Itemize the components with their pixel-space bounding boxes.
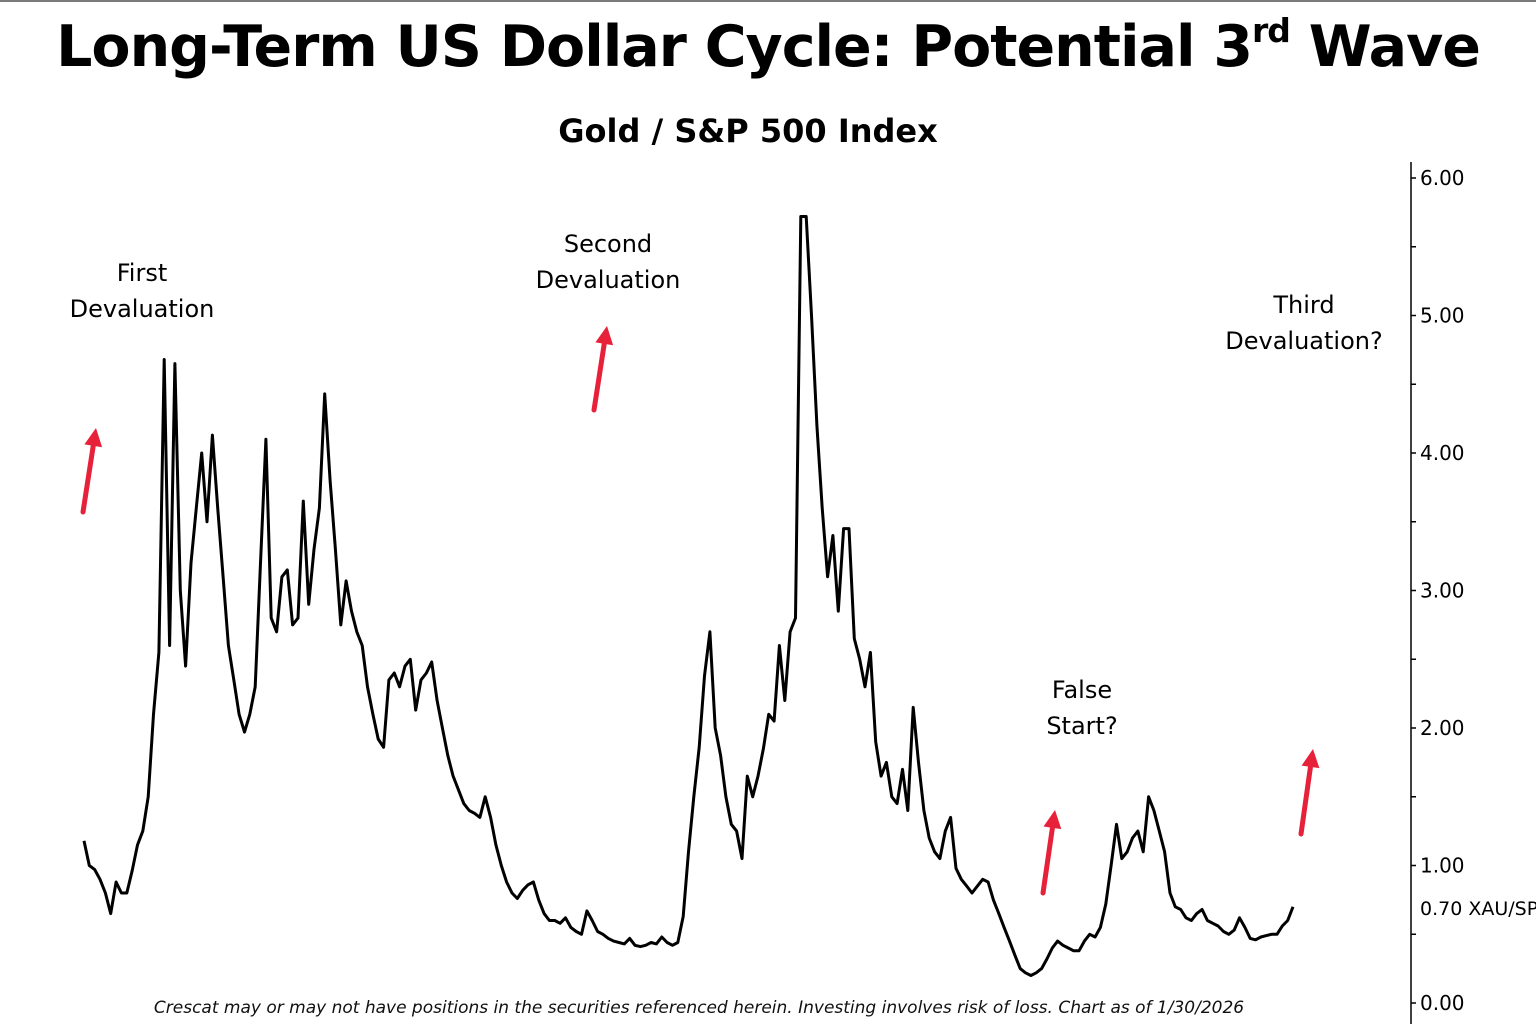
annotation-second: Devaluation	[536, 266, 681, 294]
annotation-third: Devaluation?	[1225, 327, 1382, 355]
footnote: Crescat may or may not have positions in…	[153, 998, 1245, 1018]
y-tick-label: 2.00	[1420, 716, 1465, 740]
y-tick-label: 0.00	[1420, 991, 1465, 1015]
series-line-0	[82, 215, 1295, 977]
y-tick-label: 3.00	[1420, 579, 1465, 603]
annotation-first: Devaluation	[70, 295, 215, 323]
y-tick-label: 1.00	[1420, 854, 1465, 878]
annotation-third: Third	[1272, 291, 1334, 319]
annotations: First Devaluation Second Devaluation False St…	[70, 230, 1383, 740]
y-tick-label: 6.00	[1420, 166, 1465, 190]
last-value-label: 0.70 XAU/SPX	[1420, 898, 1536, 920]
arrow-1	[591, 326, 614, 413]
line-series	[82, 215, 1295, 977]
arrow-3	[1298, 749, 1320, 837]
annotation-false-start: Start?	[1046, 712, 1117, 740]
annotation-second: Second	[564, 230, 652, 258]
annotation-first: First	[117, 259, 168, 287]
y-tick-label: 5.00	[1420, 304, 1465, 328]
chart-title: Long-Term US Dollar Cycle: Potential 3rd…	[56, 11, 1481, 80]
arrow-0	[80, 428, 103, 515]
top-rule	[0, 0, 1536, 2]
arrows	[80, 326, 1320, 896]
chart-subtitle: Gold / S&P 500 Index	[558, 112, 938, 150]
y-tick-label: 4.00	[1420, 441, 1465, 465]
y-axis: 0.00 1.00 2.00 3.00 4.00 5.00 6.00 0.70 XAU/SPX	[1410, 162, 1536, 1024]
annotation-false-start: False	[1052, 676, 1112, 704]
arrow-2	[1040, 810, 1062, 896]
